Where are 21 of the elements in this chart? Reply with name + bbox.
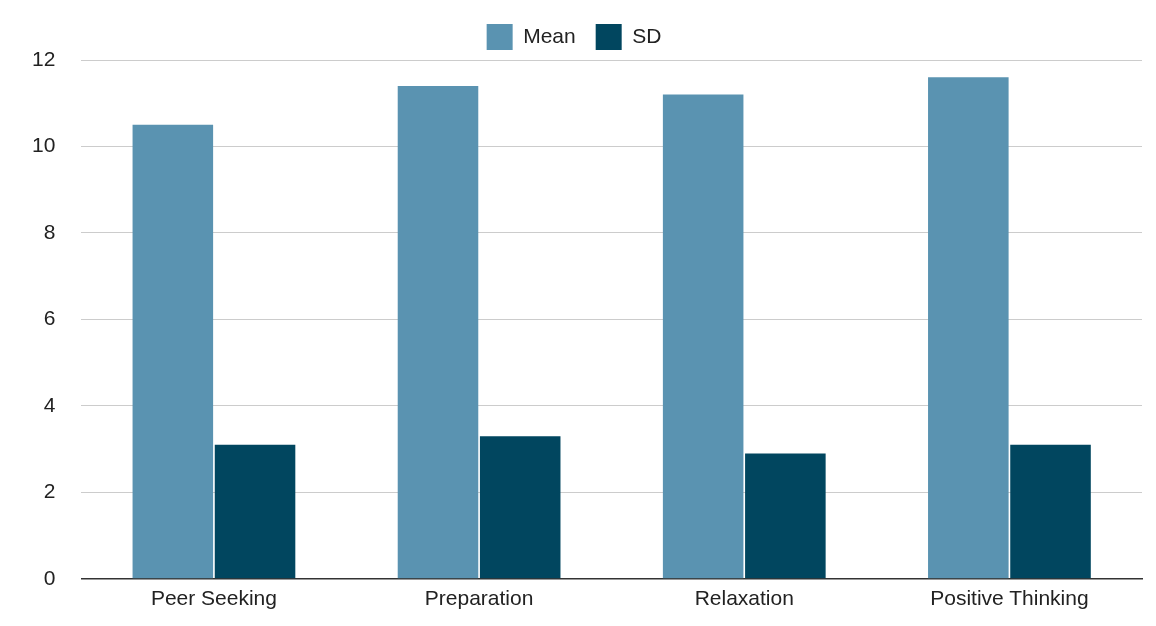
bar xyxy=(479,436,561,579)
legend-label: Mean xyxy=(523,23,576,47)
x-tick-label: Peer Seeking xyxy=(150,586,277,610)
y-tick-label: 6 xyxy=(43,306,56,330)
y-tick-label: 10 xyxy=(32,133,56,157)
bar xyxy=(132,124,214,579)
y-tick-label: 2 xyxy=(43,479,56,503)
legend-label: SD xyxy=(632,23,662,47)
bar xyxy=(928,77,1009,579)
bar xyxy=(1010,444,1091,579)
y-tick-label: 12 xyxy=(32,46,56,70)
y-tick-label: 0 xyxy=(43,565,56,589)
y-tick-label: 4 xyxy=(43,392,56,416)
bar xyxy=(662,94,744,579)
x-tick-label: Relaxation xyxy=(694,586,794,610)
y-tick-label: 8 xyxy=(43,219,56,243)
bar xyxy=(214,444,296,579)
bar xyxy=(397,85,479,579)
bar xyxy=(745,453,826,579)
x-tick-label: Positive Thinking xyxy=(930,586,1089,610)
x-tick-label: Preparation xyxy=(424,586,534,610)
